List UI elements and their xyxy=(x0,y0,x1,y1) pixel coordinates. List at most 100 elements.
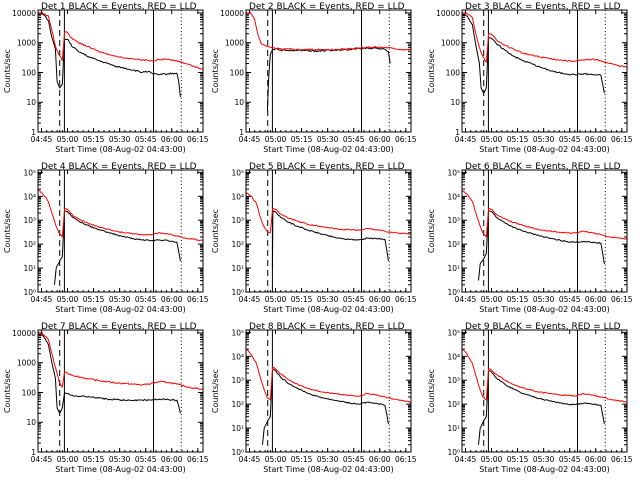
y-tick-label: 10 xyxy=(234,98,244,107)
y-tick-label: 10⁴ xyxy=(447,352,460,361)
y-tick-label: 10⁴ xyxy=(231,192,244,201)
series-lld xyxy=(38,332,203,390)
y-axis-title: Counts/sec xyxy=(3,209,12,253)
plot-area xyxy=(38,170,203,292)
series-events xyxy=(38,333,181,414)
y-tick-label: 10¹ xyxy=(447,424,460,433)
x-tick-label: 04:45 xyxy=(31,135,53,144)
x-tick-label: 05:15 xyxy=(507,295,529,304)
plot-area xyxy=(38,10,203,132)
y-tick-label: 10⁰ xyxy=(447,448,460,457)
x-tick-label: 06:00 xyxy=(161,135,183,144)
x-tick-label: 06:00 xyxy=(585,455,607,464)
y-tick-label: 10² xyxy=(23,240,36,249)
x-tick-label: 05:15 xyxy=(507,135,529,144)
series-lld xyxy=(246,12,411,51)
panel-7: Det 7 BLACK = Events, RED = LLD Counts/se… xyxy=(3,322,209,474)
y-tick-label: 100 xyxy=(230,68,245,77)
x-tick-label: 05:00 xyxy=(57,135,79,144)
y-tick-label: 10⁰ xyxy=(231,448,244,457)
x-tick-label: 05:45 xyxy=(559,455,581,464)
plot-frame xyxy=(245,329,412,453)
x-tick-label: 05:00 xyxy=(265,455,287,464)
x-axis-title: Start Time (08-Aug-02 04:43:00) xyxy=(263,465,394,474)
panel-2: Det 2 BLACK = Events, RED = LLD Counts/se… xyxy=(211,2,417,154)
x-tick-label: 06:00 xyxy=(585,295,607,304)
x-tick-label: 05:00 xyxy=(481,455,503,464)
x-axis-title: Start Time (08-Aug-02 04:43:00) xyxy=(263,305,394,314)
y-tick-label: 100 xyxy=(446,68,461,77)
plot-area xyxy=(246,10,411,132)
y-tick-label: 10¹ xyxy=(447,264,460,273)
y-tick-label: 10000 xyxy=(12,329,36,338)
y-tick-label: 1000 xyxy=(225,39,244,48)
y-tick-label: 10⁰ xyxy=(447,288,460,297)
x-tick-label: 05:15 xyxy=(83,455,105,464)
x-axis-title: Start Time (08-Aug-02 04:43:00) xyxy=(55,465,186,474)
x-tick-label: 05:30 xyxy=(533,135,555,144)
y-axis-title: Counts/sec xyxy=(427,209,436,253)
x-tick-label: 05:15 xyxy=(291,295,313,304)
panel-5: Det 5 BLACK = Events, RED = LLD Counts/se… xyxy=(211,162,417,314)
y-tick-label: 10000 xyxy=(436,9,460,18)
x-tick-label: 04:45 xyxy=(455,455,477,464)
panel-title: Det 5 BLACK = Events, RED = LLD xyxy=(249,162,405,172)
plot-frame xyxy=(461,169,628,293)
x-tick-label: 05:45 xyxy=(135,295,157,304)
y-tick-label: 10¹ xyxy=(23,264,36,273)
panel-9: Det 9 BLACK = Events, RED = LLD Counts/se… xyxy=(427,322,633,474)
y-tick-label: 10⁴ xyxy=(447,192,460,201)
x-tick-label: 06:00 xyxy=(161,455,183,464)
y-tick-label: 10² xyxy=(447,400,460,409)
x-tick-label: 05:30 xyxy=(317,455,339,464)
y-tick-label: 10⁰ xyxy=(23,288,36,297)
x-tick-label: 05:45 xyxy=(559,295,581,304)
x-tick-label: 06:15 xyxy=(611,295,633,304)
series-events xyxy=(38,13,181,98)
x-tick-label: 06:00 xyxy=(161,295,183,304)
panel-8: Det 8 BLACK = Events, RED = LLD Counts/se… xyxy=(211,322,417,474)
x-tick-label: 05:00 xyxy=(481,295,503,304)
x-tick-label: 06:15 xyxy=(395,455,417,464)
x-tick-label: 04:45 xyxy=(455,295,477,304)
x-tick-label: 05:15 xyxy=(83,295,105,304)
y-tick-label: 10⁵ xyxy=(447,168,460,177)
y-tick-label: 10⁵ xyxy=(447,328,460,337)
x-tick-label: 05:45 xyxy=(135,135,157,144)
y-tick-label: 10³ xyxy=(23,216,36,225)
series-lld xyxy=(38,188,203,242)
y-axis-title: Counts/sec xyxy=(211,209,220,253)
x-tick-label: 06:15 xyxy=(611,135,633,144)
series-events xyxy=(478,210,605,281)
x-tick-label: 06:15 xyxy=(187,295,209,304)
y-tick-label: 1000 xyxy=(441,39,460,48)
x-tick-label: 05:30 xyxy=(109,295,131,304)
plot-frame xyxy=(37,9,204,133)
panel-title: Det 8 BLACK = Events, RED = LLD xyxy=(249,322,405,332)
x-tick-label: 04:45 xyxy=(31,295,53,304)
x-tick-label: 05:30 xyxy=(533,455,555,464)
y-tick-label: 10³ xyxy=(447,216,460,225)
x-tick-label: 05:15 xyxy=(83,135,105,144)
y-tick-label: 10² xyxy=(231,240,244,249)
x-tick-label: 06:15 xyxy=(187,135,209,144)
series-lld xyxy=(246,348,411,404)
plot-area xyxy=(38,330,203,452)
y-tick-label: 1 xyxy=(239,128,244,137)
y-tick-label: 10² xyxy=(231,400,244,409)
panel-title: Det 1 BLACK = Events, RED = LLD xyxy=(41,2,197,12)
y-tick-label: 1 xyxy=(31,128,36,137)
y-axis-title: Counts/sec xyxy=(427,369,436,413)
y-tick-label: 10⁵ xyxy=(231,328,244,337)
y-tick-label: 10³ xyxy=(231,376,244,385)
x-tick-label: 05:00 xyxy=(265,295,287,304)
x-tick-label: 05:45 xyxy=(135,455,157,464)
x-tick-label: 05:15 xyxy=(291,135,313,144)
y-tick-label: 10⁴ xyxy=(23,192,36,201)
x-tick-label: 05:00 xyxy=(265,135,287,144)
panel-title: Det 4 BLACK = Events, RED = LLD xyxy=(41,162,197,172)
plot-frame xyxy=(245,169,412,293)
x-tick-label: 06:15 xyxy=(187,455,209,464)
plot-area xyxy=(246,330,411,452)
x-tick-label: 06:00 xyxy=(369,295,391,304)
